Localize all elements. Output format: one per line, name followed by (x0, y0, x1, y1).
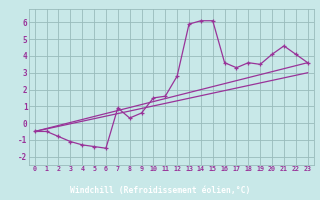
Text: Windchill (Refroidissement éolien,°C): Windchill (Refroidissement éolien,°C) (70, 186, 250, 194)
